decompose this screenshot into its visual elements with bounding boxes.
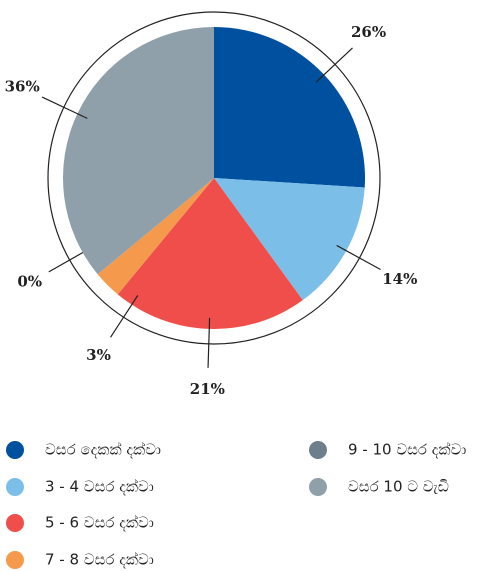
leader-line: [41, 96, 88, 119]
data-label: 3%: [86, 346, 111, 364]
data-label: 21%: [190, 380, 225, 398]
leader-line: [315, 47, 353, 83]
legend-label: වසර දෙකක් දක්වා: [45, 440, 161, 458]
pie-slice: [214, 27, 365, 188]
leader-line: [110, 295, 139, 338]
data-label: 26%: [351, 23, 386, 41]
pie-slice: [97, 178, 214, 295]
legend-swatch: [6, 514, 24, 532]
legend-swatch: [6, 441, 24, 459]
legend-label: 9 - 10 වසර දක්වා: [348, 440, 466, 458]
leader-line: [336, 244, 381, 271]
data-label: 36%: [5, 78, 40, 96]
legend-label: වසර 10 ට වැඩි: [348, 478, 449, 496]
legend-label: 3 - 4 වසර දක්වා: [45, 477, 154, 495]
outer-ring: [47, 11, 381, 345]
leader-line: [207, 317, 211, 368]
legend-swatch: [6, 551, 24, 569]
legend-swatch: [6, 478, 24, 496]
legend-label: 7 - 8 වසර දක්වා: [45, 550, 154, 568]
data-label: 0%: [17, 273, 42, 291]
pie-slice: [62, 27, 214, 275]
legend-swatch: [309, 441, 327, 459]
pie-slice: [117, 178, 303, 329]
data-label: 14%: [382, 270, 417, 288]
legend-label: 5 - 6 වසර දක්වා: [45, 513, 154, 531]
pie-slice: [214, 178, 365, 301]
legend-swatch: [309, 478, 327, 496]
